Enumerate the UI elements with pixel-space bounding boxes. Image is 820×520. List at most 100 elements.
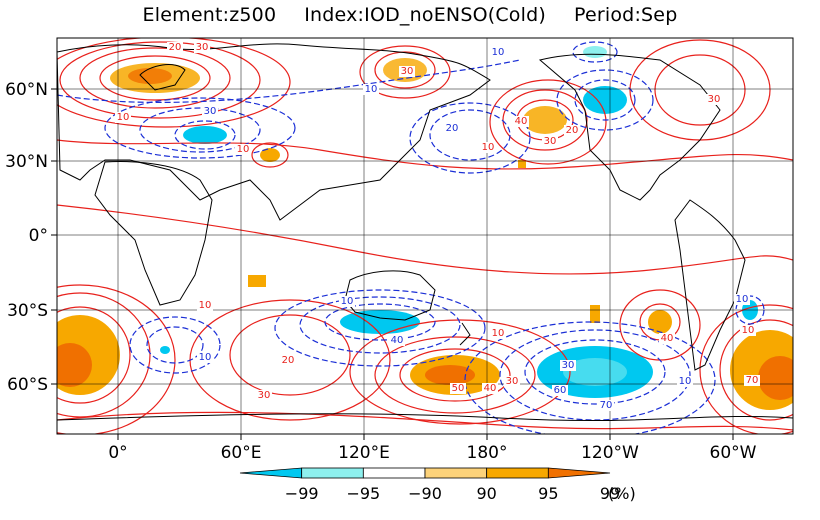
contour-label-bg: [552, 385, 568, 396]
contour-label-bg: [740, 325, 756, 336]
contour-labels: 20 30 10 30 10 30 20 40 20 30 10 10 30 10 20 10 30 10 40 10…: [115, 42, 760, 411]
contour-label-bg: [482, 383, 498, 394]
map-title: Element:z500 Index:IOD_noENSO(Cold) Period…: [0, 4, 820, 26]
contour-label: 40: [515, 116, 528, 127]
contour-label-bg: [513, 116, 529, 127]
contour-label-bg: [490, 47, 506, 58]
contour-label-bg: [744, 375, 760, 386]
contour-label: 20: [169, 42, 182, 53]
contour-label: 10: [492, 328, 505, 339]
lon-label-180: 180°: [467, 443, 508, 463]
colorbar-label: 90: [476, 484, 496, 503]
contour-label-bg: [197, 352, 213, 363]
contour-label: 10: [199, 300, 212, 311]
contour-label-bg: [389, 335, 405, 346]
contour-label-bg: [542, 136, 558, 147]
colorbar-segment: [486, 467, 549, 479]
title-element: Element:z500: [142, 4, 277, 26]
contour-label: 10: [482, 142, 495, 153]
contour-label: 50: [452, 383, 465, 394]
contour-label: 30: [708, 94, 721, 105]
contour-label: 10: [679, 376, 692, 387]
lon-label-60w: 60°W: [710, 443, 757, 463]
contour-label-bg: [450, 383, 466, 394]
colorbar-label: −95: [346, 484, 380, 503]
colorbar-segment: [362, 467, 426, 479]
contour-label-bg: [339, 296, 355, 307]
contour-label-bg: [490, 328, 506, 339]
contour-label: 40: [484, 383, 497, 394]
colorbar: −99 −95 −90 90 95 99: [239, 467, 620, 503]
lat-label-60n: 60°N: [5, 80, 48, 100]
contour-label: 40: [391, 335, 404, 346]
lon-label-0: 0°: [108, 443, 127, 463]
contour-label-bg: [504, 376, 520, 387]
contour-label: 60: [554, 385, 567, 396]
contour-label: 20: [282, 355, 295, 366]
title-period: Period:Sep: [574, 4, 678, 26]
lat-label-30s: 30°S: [7, 301, 48, 321]
contour-label: 10: [365, 84, 378, 95]
lon-label-60e: 60°E: [221, 443, 262, 463]
contour-label: 70: [746, 375, 759, 386]
contour-label-bg: [363, 84, 379, 95]
contour-label: 30: [544, 136, 557, 147]
contour-label: 70: [600, 400, 613, 411]
contour-label-bg: [256, 390, 272, 401]
contour-label: 40: [661, 333, 674, 344]
contour-label-bg: [564, 125, 580, 136]
contour-label: 10: [117, 112, 130, 123]
contour-label-bg: [659, 333, 675, 344]
lon-label-120e: 120°E: [338, 443, 390, 463]
contour-label-bg: [115, 112, 131, 123]
contour-label: 10: [341, 296, 354, 307]
contour-label: 30: [401, 66, 414, 77]
negative-contours: [57, 41, 765, 434]
contour-label: 30: [506, 376, 519, 387]
lat-label-60s: 60°S: [7, 375, 48, 395]
contour-label: 30: [196, 42, 209, 53]
colorbar-label: 95: [538, 484, 558, 503]
colorbar-segment: [239, 467, 303, 479]
contour-label-bg: [197, 300, 213, 311]
colorbar-segment: [301, 467, 364, 479]
colorbar-label: 99: [600, 484, 620, 503]
contour-label-bg: [444, 123, 460, 134]
lon-label-120w: 120°W: [581, 443, 639, 463]
contour-label-bg: [677, 376, 693, 387]
contour-label-bg: [706, 94, 722, 105]
contour-label: 10: [492, 47, 505, 58]
positive-contours: [57, 38, 793, 434]
contour-label-bg: [734, 294, 750, 305]
map-area: [57, 38, 793, 434]
contour-label: 20: [446, 123, 459, 134]
contour-label-bg: [598, 400, 614, 411]
contour-label: 30: [562, 360, 575, 371]
contour-label-bg: [480, 142, 496, 153]
colorbar-label: −90: [408, 484, 442, 503]
map-frame: [56, 37, 794, 435]
colorbar-segment: [547, 467, 611, 479]
gridlines: [57, 38, 793, 434]
lat-label-30n: 30°N: [5, 152, 48, 172]
contour-label-bg: [167, 42, 183, 53]
contour-label: 10: [199, 352, 212, 363]
tick-marks: [51, 88, 734, 440]
contour-label: 20: [566, 125, 579, 136]
contour-label-bg: [235, 144, 251, 155]
contour-label: 30: [204, 106, 217, 117]
colorbar-label: −99: [285, 484, 319, 503]
colorbar-segment: [424, 467, 488, 479]
contour-label: 10: [736, 294, 749, 305]
contour-label: 30: [258, 390, 271, 401]
colorbar-unit: (%): [608, 484, 636, 503]
contour-label-bg: [560, 360, 576, 371]
title-index: Index:IOD_noENSO(Cold): [304, 4, 546, 26]
contour-label-bg: [194, 42, 210, 53]
contour-label-bg: [399, 66, 415, 77]
contour-label-bg: [280, 355, 296, 366]
contour-label: 10: [237, 144, 250, 155]
lat-label-0: 0°: [29, 226, 48, 246]
contour-label: 10: [742, 325, 755, 336]
